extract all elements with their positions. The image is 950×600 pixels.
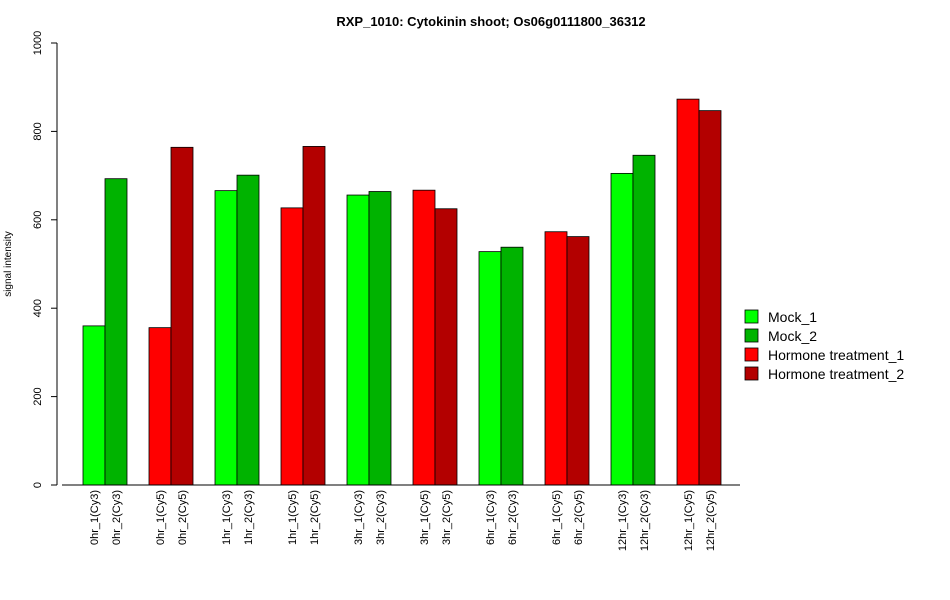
x-tick-label: 3hr_2(Cy5) <box>441 490 453 545</box>
x-tick-label: 6hr_1(Cy5) <box>551 490 563 545</box>
x-tick-label: 12hr_2(Cy5) <box>705 490 717 551</box>
x-tick-label: 0hr_2(Cy3) <box>111 490 123 545</box>
x-tick-label: 3hr_1(Cy5) <box>419 490 431 545</box>
x-tick-label: 3hr_2(Cy3) <box>375 490 387 545</box>
bar-6hr_2(Cy5) <box>566 236 590 486</box>
x-tick-label: 1hr_1(Cy3) <box>221 490 233 545</box>
x-tick-label: 12hr_1(Cy5) <box>683 490 695 551</box>
bar-3hr_1(Cy3) <box>346 194 370 486</box>
bar-1hr_2(Cy3) <box>236 174 260 486</box>
x-tick-label: 0hr_1(Cy3) <box>89 490 101 545</box>
y-tick-label: 0 <box>32 482 44 488</box>
x-tick-label: 0hr_1(Cy5) <box>155 490 167 545</box>
y-axis: 0 200 400 600 800 1000 <box>32 31 58 488</box>
x-tick-label: 1hr_2(Cy3) <box>243 490 255 545</box>
chart-title: RXP_1010: Cytokinin shoot; Os06g0111800_… <box>336 14 645 29</box>
legend-label: Hormone treatment_2 <box>768 366 904 382</box>
bar-0hr_1(Cy3) <box>82 325 106 486</box>
y-tick-label: 1000 <box>32 31 44 55</box>
bar-0hr_2(Cy5) <box>170 146 194 486</box>
bar-12hr_1(Cy5) <box>676 98 700 486</box>
bar-3hr_1(Cy5) <box>412 189 436 486</box>
legend-label: Mock_2 <box>768 328 817 344</box>
legend-swatch <box>744 366 759 381</box>
bar-3hr_2(Cy3) <box>368 191 392 486</box>
bar-0hr_1(Cy5) <box>148 327 172 486</box>
bar-12hr_2(Cy5) <box>698 110 722 486</box>
x-tick-label: 6hr_1(Cy3) <box>485 490 497 545</box>
legend-label: Hormone treatment_1 <box>768 347 904 363</box>
x-tick-label: 6hr_2(Cy3) <box>507 490 519 545</box>
y-tick-label: 200 <box>32 387 44 405</box>
x-tick-label: 12hr_2(Cy3) <box>639 490 651 551</box>
x-tick-label: 3hr_1(Cy3) <box>353 490 365 545</box>
bar-6hr_1(Cy5) <box>544 231 568 486</box>
bar-1hr_1(Cy3) <box>214 190 238 486</box>
legend-swatch <box>744 347 759 362</box>
legend-label: Mock_1 <box>768 309 817 325</box>
y-tick-label: 800 <box>32 122 44 140</box>
bar-6hr_2(Cy3) <box>500 246 524 486</box>
x-tick-label: 1hr_2(Cy5) <box>309 490 321 545</box>
y-tick-label: 400 <box>32 299 44 317</box>
bar-1hr_2(Cy5) <box>302 146 326 486</box>
bar-12hr_2(Cy3) <box>632 154 656 486</box>
x-tick-label: 6hr_2(Cy5) <box>573 490 585 545</box>
y-axis-label: signal intensity <box>3 231 14 297</box>
legend: Mock_1 Mock_2 Hormone treatment_1 Hormone t… <box>744 309 904 382</box>
bar-6hr_1(Cy3) <box>478 251 502 486</box>
x-tick-label: 1hr_1(Cy5) <box>287 490 299 545</box>
x-tick-label: 0hr_2(Cy5) <box>177 490 189 545</box>
x-tick-label: 12hr_1(Cy3) <box>617 490 629 551</box>
x-tick-labels: 0hr_1(Cy3) 0hr_2(Cy3) 0hr_1(Cy5) 0hr_2(Cy5)… <box>89 490 717 551</box>
bar-0hr_2(Cy3) <box>104 178 128 486</box>
y-tick-label: 600 <box>32 211 44 229</box>
bars <box>82 98 722 486</box>
bar-12hr_1(Cy3) <box>610 172 634 486</box>
legend-swatch <box>744 328 759 343</box>
bar-3hr_2(Cy5) <box>434 208 458 486</box>
legend-swatch <box>744 309 759 324</box>
bar-1hr_1(Cy5) <box>280 207 304 486</box>
